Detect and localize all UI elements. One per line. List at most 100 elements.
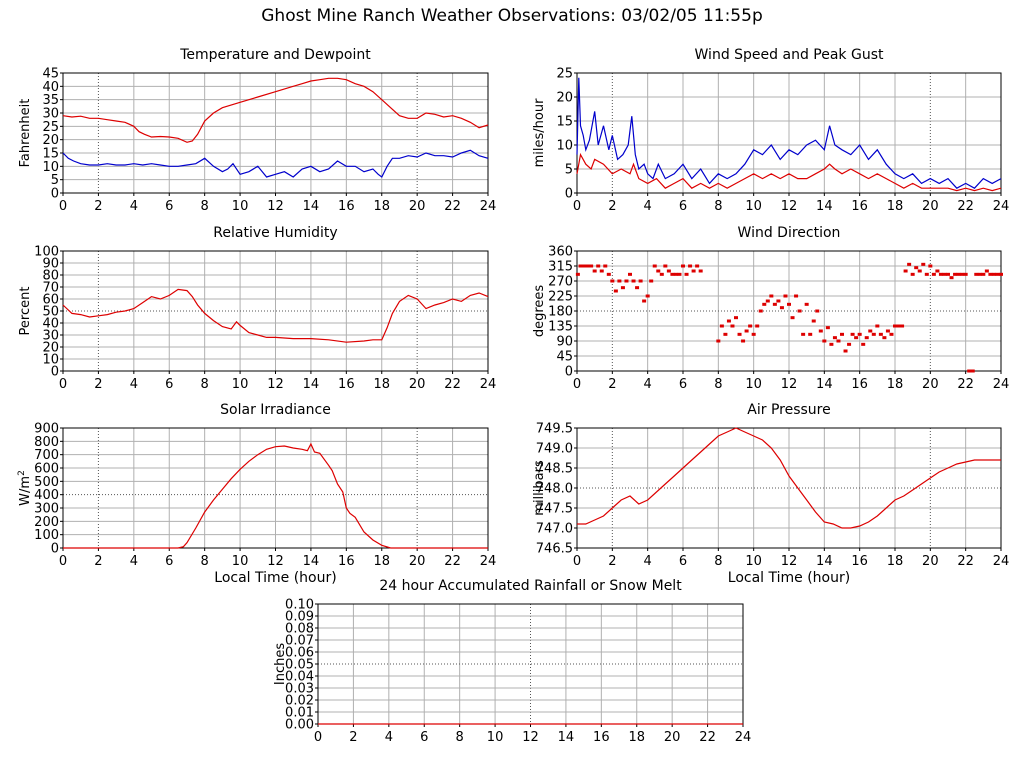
x-tick-label: 22 <box>444 199 461 214</box>
data-point <box>900 324 905 328</box>
y-tick-label: 40 <box>42 80 59 95</box>
series-line-red <box>62 77 489 143</box>
data-point <box>592 269 597 273</box>
x-axis-label: Local Time (hour) <box>214 570 336 586</box>
y-tick-label: 600 <box>34 462 59 477</box>
y-tick-label: 25 <box>556 67 573 82</box>
x-tick-label: 6 <box>165 554 173 569</box>
x-tick-label: 22 <box>699 730 716 745</box>
y-tick-label: 40 <box>42 317 59 332</box>
y-tick-label: 0.06 <box>285 646 314 661</box>
data-point <box>984 269 989 273</box>
x-tick-label: 20 <box>409 199 426 214</box>
x-tick-label: 2 <box>608 199 616 214</box>
chart-title: Wind Speed and Peak Gust <box>695 47 884 63</box>
chart-title: Temperature and Dewpoint <box>179 47 371 63</box>
data-point <box>995 272 1000 276</box>
x-tick-label: 16 <box>593 730 610 745</box>
y-tick-label: 747.5 <box>536 502 573 517</box>
y-tick-label: 35 <box>42 93 59 108</box>
data-point <box>882 336 887 340</box>
x-tick-label: 18 <box>373 199 390 214</box>
data-point <box>991 272 996 276</box>
x-tick-label: 20 <box>664 730 681 745</box>
data-point <box>815 309 820 313</box>
data-point <box>903 269 908 273</box>
y-axis-label: Fahrenheit <box>18 99 33 168</box>
x-tick-label: 18 <box>887 377 904 392</box>
y-tick-label: 10 <box>556 139 573 154</box>
data-point <box>673 272 678 276</box>
y-tick-label: 30 <box>42 107 59 122</box>
x-tick-label: 2 <box>349 730 357 745</box>
x-tick-label: 10 <box>232 377 249 392</box>
x-tick-label: 18 <box>887 554 904 569</box>
x-tick-label: 0 <box>59 199 67 214</box>
x-tick-label: 18 <box>887 199 904 214</box>
x-tick-label: 0 <box>573 377 581 392</box>
data-point <box>575 272 580 276</box>
data-point <box>921 262 926 266</box>
x-tick-label: 20 <box>409 554 426 569</box>
x-tick-label: 14 <box>303 554 320 569</box>
y-tick-label: 746.5 <box>536 542 573 557</box>
data-point <box>847 342 852 346</box>
y-axis-label: degrees <box>532 285 547 338</box>
y-tick-label: 20 <box>42 133 59 148</box>
series-line-red <box>576 152 1002 192</box>
data-point <box>801 332 806 336</box>
x-tick-label: 2 <box>94 554 102 569</box>
x-tick-label: 12 <box>267 377 284 392</box>
data-point <box>875 324 880 328</box>
x-tick-label: 20 <box>922 377 939 392</box>
x-tick-label: 0 <box>314 730 322 745</box>
x-tick-label: 8 <box>456 730 464 745</box>
x-tick-label: 22 <box>444 554 461 569</box>
y-tick-label: 100 <box>34 528 59 543</box>
data-point <box>878 332 883 336</box>
x-tick-label: 6 <box>165 199 173 214</box>
y-tick-label: 700 <box>34 448 59 463</box>
x-tick-label: 8 <box>201 377 209 392</box>
data-point <box>938 272 943 276</box>
data-point <box>843 349 848 353</box>
x-tick-label: 22 <box>444 377 461 392</box>
chart-title: Wind Direction <box>738 225 841 241</box>
data-point <box>610 279 615 283</box>
x-tick-label: 24 <box>993 199 1010 214</box>
x-tick-label: 10 <box>232 199 249 214</box>
chart-title: 24 hour Accumulated Rainfall or Snow Mel… <box>379 578 682 594</box>
data-point <box>758 309 763 313</box>
data-point <box>924 272 929 276</box>
y-tick-label: 50 <box>42 305 59 320</box>
chart-solar: Solar Irradiance010020030040050060070080… <box>17 402 496 586</box>
x-tick-label: 8 <box>201 554 209 569</box>
data-point <box>907 262 912 266</box>
data-point <box>762 302 767 306</box>
data-point <box>645 294 650 298</box>
x-tick-label: 12 <box>781 377 798 392</box>
y-tick-label: 748.0 <box>536 482 573 497</box>
data-point <box>755 324 760 328</box>
data-point <box>999 272 1003 276</box>
x-tick-label: 4 <box>644 377 652 392</box>
y-tick-label: 300 <box>34 502 59 517</box>
y-axis-label: miles/hour <box>532 98 547 167</box>
x-tick-label: 16 <box>851 554 868 569</box>
x-tick-label: 0 <box>59 377 67 392</box>
data-point <box>787 302 791 306</box>
x-tick-label: 10 <box>745 377 762 392</box>
y-tick-label: 0.10 <box>285 598 314 613</box>
y-tick-label: 900 <box>34 422 59 437</box>
data-point <box>974 272 979 276</box>
data-point <box>832 336 837 340</box>
x-tick-label: 8 <box>714 554 722 569</box>
x-tick-label: 6 <box>420 730 428 745</box>
x-tick-label: 16 <box>851 377 868 392</box>
x-tick-label: 22 <box>957 199 974 214</box>
data-point <box>893 324 897 328</box>
y-tick-label: 30 <box>42 329 59 344</box>
data-point <box>585 264 590 268</box>
